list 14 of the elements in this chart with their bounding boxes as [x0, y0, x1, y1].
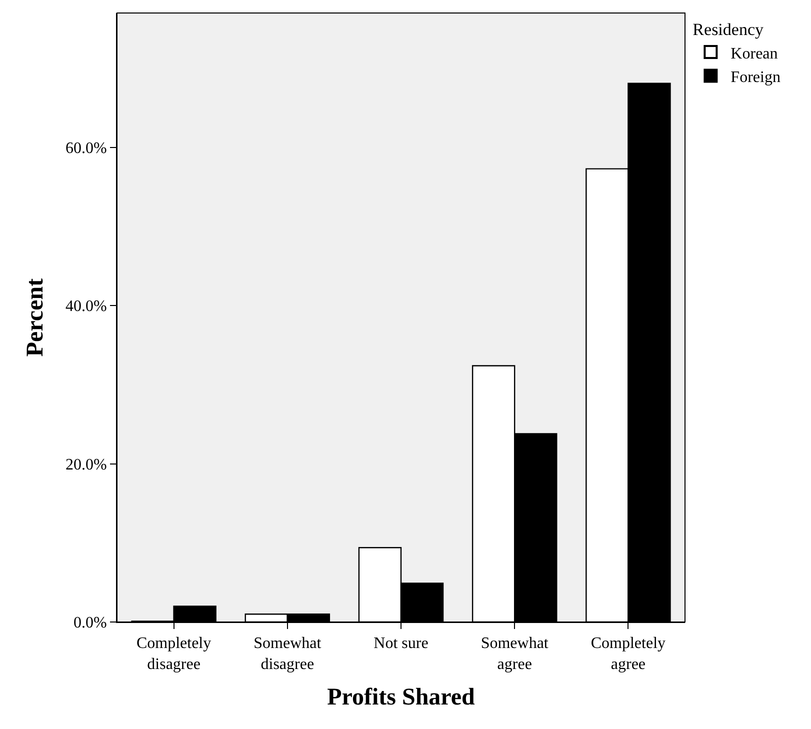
legend-title: Residency [692, 20, 764, 40]
x-tick-label: Completely disagree [136, 635, 212, 673]
y-tick-label: 20.0% [65, 456, 107, 474]
legend-label: Foreign [730, 69, 780, 86]
x-tick-label: Somewhat disagree [254, 635, 322, 673]
y-axis-title: Percent [22, 278, 49, 357]
x-axis-title: Profits Shared [327, 684, 476, 710]
x-tick-label: Not sure [374, 635, 428, 652]
x-tick-label: Completely agree [590, 635, 666, 673]
y-tick-label: 40.0% [65, 298, 107, 316]
x-tick-label: Somewhat agree [480, 635, 549, 673]
legend-label: Korean [730, 45, 778, 62]
y-tick-label: 60.0% [65, 140, 107, 158]
y-tick-label: 0.0% [73, 614, 107, 632]
